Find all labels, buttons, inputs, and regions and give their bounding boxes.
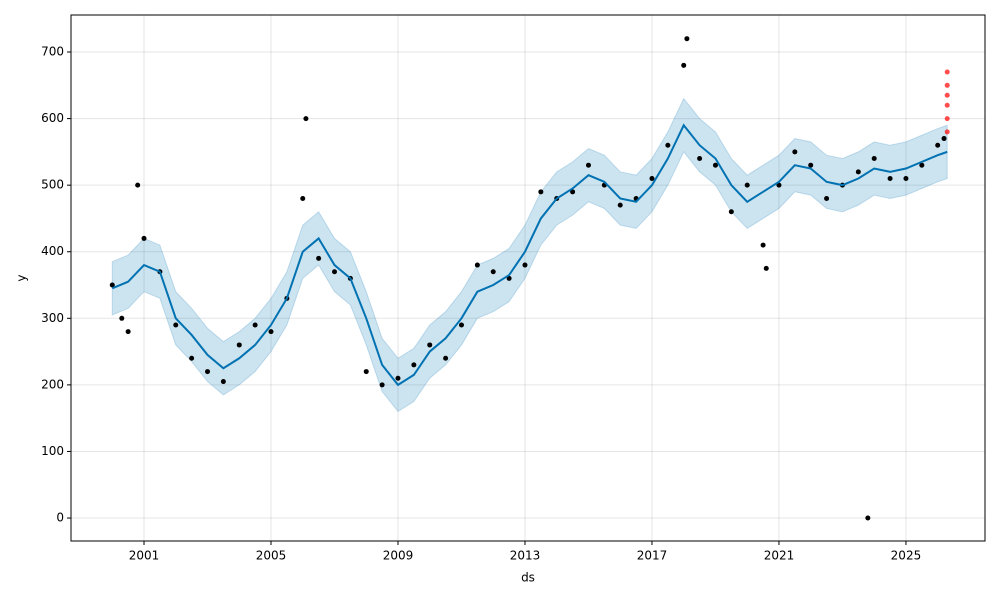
observed-point: [824, 195, 830, 201]
observed-point: [697, 156, 703, 162]
observed-point: [744, 182, 750, 188]
y-tick-label: 700: [41, 45, 64, 59]
observed-point: [935, 142, 941, 148]
observed-point: [792, 149, 798, 155]
observed-point: [649, 176, 655, 182]
observed-point: [411, 362, 417, 368]
observed-point: [855, 169, 861, 175]
observed-point: [119, 315, 125, 321]
y-tick-label: 600: [41, 111, 64, 125]
observed-point: [125, 329, 131, 335]
y-axis-label: y: [15, 274, 29, 281]
observed-point: [865, 515, 871, 521]
x-axis-label: ds: [521, 571, 535, 585]
x-tick-label: 2025: [891, 549, 922, 563]
uncertainty-band: [111, 97, 948, 413]
observed-point: [300, 195, 306, 201]
observed-point: [712, 162, 718, 168]
observed-point: [919, 162, 925, 168]
observed-point: [665, 142, 671, 148]
observed-point: [268, 329, 274, 335]
observed-point: [681, 62, 687, 68]
forecast-line: [111, 123, 948, 387]
observed-point: [220, 379, 226, 385]
observed-point: [522, 262, 528, 268]
observed-point: [941, 136, 947, 142]
observed-point: [252, 322, 258, 328]
observed-point: [506, 275, 512, 281]
observed-point: [189, 355, 195, 361]
plot-frame: [70, 14, 986, 542]
y-tick-label: 0: [56, 511, 64, 525]
observed-point: [728, 209, 734, 215]
anomaly-point: [944, 82, 950, 88]
x-tick-label: 2021: [764, 549, 795, 563]
observed-point: [109, 282, 115, 288]
anomaly-point: [944, 69, 950, 75]
observed-point: [141, 235, 147, 241]
observed-point: [173, 322, 179, 328]
observed-point: [316, 255, 322, 261]
x-tick-label: 2005: [256, 549, 287, 563]
anomaly-point: [944, 102, 950, 108]
anomaly-point: [944, 92, 950, 98]
observed-point: [395, 375, 401, 381]
y-tick-label: 500: [41, 178, 64, 192]
observed-point: [363, 369, 369, 375]
observed-point: [776, 182, 782, 188]
anomaly-point: [944, 116, 950, 122]
observed-point: [760, 242, 766, 248]
observed-point: [474, 262, 480, 268]
observed-point: [617, 202, 623, 208]
observed-point: [585, 162, 591, 168]
observed-point: [763, 265, 769, 271]
observed-point: [205, 369, 211, 375]
observed-point: [871, 156, 877, 162]
x-tick-label: 2013: [510, 549, 541, 563]
y-tick-label: 200: [41, 377, 64, 391]
observed-point: [443, 355, 449, 361]
observed-point: [490, 269, 496, 275]
observed-point: [903, 176, 909, 182]
anomaly-point: [944, 129, 950, 135]
x-tick-label: 2017: [637, 549, 668, 563]
y-tick-label: 100: [41, 444, 64, 458]
observed-point: [135, 182, 141, 188]
observed-point: [427, 342, 433, 348]
observed-point: [379, 382, 385, 388]
observed-point: [236, 342, 242, 348]
observed-point: [570, 189, 576, 195]
y-tick-label: 400: [41, 244, 64, 258]
observed-point: [458, 322, 464, 328]
observed-point: [538, 189, 544, 195]
observed-point: [887, 176, 893, 182]
observed-point: [808, 162, 814, 168]
observed-point: [684, 36, 690, 42]
observed-point: [303, 116, 309, 122]
observed-point: [332, 269, 338, 275]
x-tick-label: 2009: [383, 549, 414, 563]
y-tick-label: 300: [41, 311, 64, 325]
x-tick-label: 2001: [129, 549, 160, 563]
